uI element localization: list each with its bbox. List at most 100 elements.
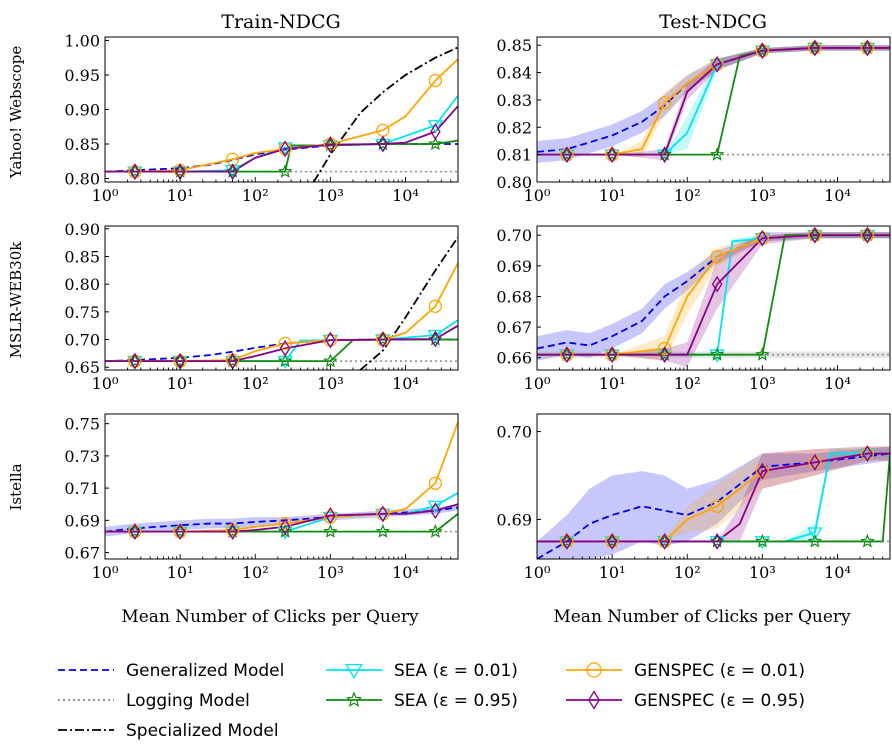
y-tick-label: 0.85 [496,36,532,55]
sea095-marker [172,164,188,178]
sea095-marker [428,136,443,151]
gs095-marker [606,146,618,164]
legend-label: SEA (ε = 0.95) [394,691,518,711]
panel-5: 0.67 0.69 0.71 0.73 0.75 10⁰ 10¹ 10² 10³ 10⁴ [64,413,459,582]
sea095-marker [559,347,575,361]
axes-frame [536,225,891,371]
gs095-confidence-band [537,232,890,367]
gs095-marker [862,445,873,462]
x-axis-label-right: Mean Number of Clicks per Query [553,607,851,627]
y-tick-label: 0.69 [496,257,532,276]
gs001-marker [657,96,672,110]
sea095-marker [860,533,875,548]
y-tick-label: 0.90 [64,101,100,120]
gs001-confidence-band [537,232,890,361]
sea095-marker [604,533,620,548]
row-label-istella: Istella [7,463,25,510]
y-tick-label: 0.85 [64,247,100,266]
gs095-marker [325,331,336,349]
legend-label: Specialized Model [126,721,279,741]
sea095-marker [860,40,875,55]
panel-4: 0.66 0.67 0.68 0.69 0.70 10⁰ 10¹ 10² 10³ 10⁴ [496,225,891,393]
axes-frame [536,413,891,560]
plot-area [105,236,458,370]
x-tick-label: 10⁰ [92,563,119,582]
gs095-marker [325,507,336,524]
gs095-marker [430,330,441,348]
gs001-marker [278,516,292,531]
sea095-marker [755,347,770,361]
gs095-marker [809,226,821,244]
y-tick-label: 0.68 [496,287,532,306]
y-tick-label: 0.83 [496,91,532,110]
x-tick-label: 10⁰ [524,186,551,205]
gs001-confidence-band [537,446,890,542]
gs095-marker [129,523,141,541]
gs095-line [537,452,890,543]
y-tick-label: 0.73 [64,447,100,466]
gs095-marker [227,523,238,541]
plot-area [105,421,458,541]
y-tick-label: 0.69 [496,510,532,529]
legend-entry-specialized: Specialized Model [58,721,279,741]
y-tick-label: 0.67 [64,544,100,563]
sea095-marker [807,227,823,242]
sea095-marker [375,524,391,538]
gs095-marker [659,146,670,164]
gs095-line [105,105,458,173]
sea095-marker [657,533,672,548]
legend-label: GENSPEC (ε = 0.95) [634,691,805,711]
y-tick-label: 0.90 [64,220,100,239]
sea095-marker [657,147,672,161]
axes-frame [104,225,459,371]
legend-label: Logging Model [126,691,250,711]
y-tick-label: 1.00 [64,31,100,50]
column-title-test: Test-NDCG [659,11,767,33]
x-tick-label: 10¹ [599,374,626,393]
sea095-marker [127,164,143,178]
y-tick-label: 0.70 [496,423,532,442]
y-tick-label: 0.80 [64,170,100,189]
gs095-marker [430,123,441,141]
legend-label: Generalized Model [126,661,284,681]
gs095-marker [757,462,768,480]
gs095-marker [377,505,389,523]
gs001-marker [710,249,724,264]
x-tick-label: 10¹ [599,186,626,205]
x-tick-label: 10⁴ [824,563,851,582]
specialized-line [312,46,458,182]
sea095-marker [225,164,240,178]
legend-marker [345,663,363,679]
generalized-confidence-band [537,45,890,163]
y-tick-label: 0.80 [64,275,100,294]
gs001-marker [710,499,724,513]
gs095-marker [809,453,821,471]
gs001-marker [428,299,443,313]
generalized-line [105,506,458,533]
y-tick-label: 0.95 [64,66,100,85]
sea095-marker [709,347,725,361]
sea095-marker [807,40,823,55]
gs095-marker [227,163,238,181]
gs095-marker [325,136,336,154]
sea001-marker [807,527,823,541]
sea095-marker [277,353,293,368]
x-tick-label: 10² [674,563,701,582]
sea095-marker [709,533,725,548]
sea001-marker [277,526,293,540]
x-axis-label-left: Mean Number of Clicks per Query [121,607,419,627]
y-tick-label: 0.82 [496,118,532,137]
x-tick-label: 10¹ [599,563,626,582]
legend-marker [586,662,602,678]
x-tick-label: 10⁴ [392,563,419,582]
legend-marker [587,690,601,710]
x-tick-label: 10¹ [167,563,194,582]
column-title-train: Train-NDCG [221,11,340,33]
sea095-marker [755,43,770,57]
x-tick-label: 10² [674,374,701,393]
y-tick-label: 0.66 [496,349,532,368]
gs095-marker [659,532,670,550]
y-tick-label: 0.75 [64,303,100,322]
legend-entry-sea095: SEA (ε = 0.95) [326,691,518,711]
